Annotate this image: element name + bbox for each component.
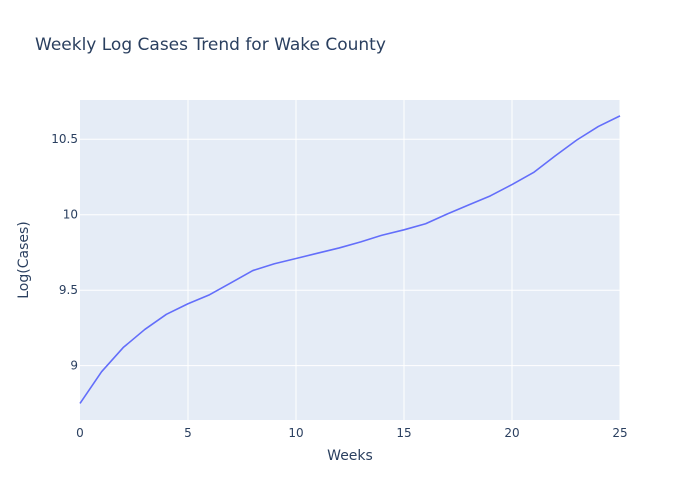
x-tick-label: 10 — [288, 426, 303, 440]
x-tick-label: 5 — [184, 426, 192, 440]
y-axis-label: Log(Cases) — [16, 221, 32, 299]
y-tick-label: 10.5 — [51, 132, 78, 146]
x-axis-ticks: 0 5 10 15 20 25 — [76, 426, 627, 440]
plot-area — [80, 100, 620, 420]
y-axis-ticks: 9 9.5 10 10.5 — [51, 132, 78, 372]
y-tick-label: 10 — [63, 208, 78, 222]
chart-title: Weekly Log Cases Trend for Wake County — [35, 35, 386, 55]
y-tick-label: 9 — [70, 359, 78, 373]
x-tick-label: 0 — [76, 426, 84, 440]
x-axis-label: Weeks — [327, 448, 373, 464]
series-layer — [79, 115, 621, 404]
y-tick-label: 9.5 — [59, 283, 78, 297]
x-tick-label: 20 — [504, 426, 519, 440]
series-line — [79, 115, 621, 404]
grid-lines — [80, 100, 621, 420]
x-tick-label: 15 — [396, 426, 411, 440]
x-tick-label: 25 — [612, 426, 627, 440]
